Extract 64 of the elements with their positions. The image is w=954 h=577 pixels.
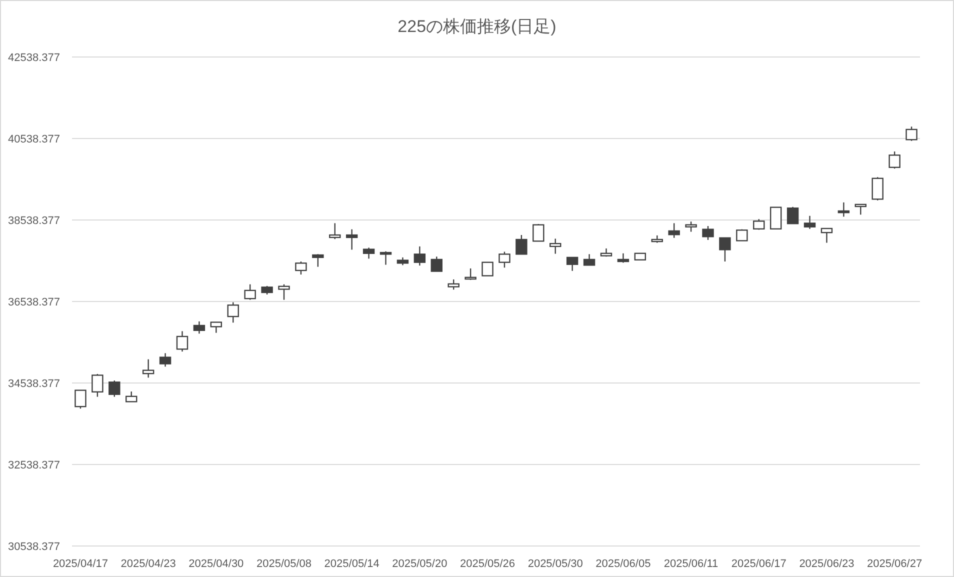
candlestick [448,278,460,290]
candlestick [329,222,341,240]
candlestick [770,206,782,230]
x-tick-label: 2025/05/30 [528,558,583,570]
candlestick [906,126,918,142]
candlestick [312,254,324,268]
x-tick-label: 2025/06/17 [731,558,786,570]
candlestick [820,228,833,244]
x-tick-label: 2025/05/20 [392,558,448,570]
candlestick [362,247,375,260]
y-tick-label: 30538.377 [8,540,60,553]
candlestick [346,228,358,250]
x-tick-label: 2025/04/30 [188,558,244,570]
x-tick-label: 2025/04/17 [52,558,108,570]
x-tick-label: 2025/05/14 [324,558,380,570]
x-tick-label: 2025/06/23 [799,558,854,570]
candlestick [872,176,884,201]
candlestick [108,380,120,398]
candlestick [295,260,307,276]
chart-title: 225の株価推移(日足) [398,17,556,36]
x-tick-label: 2025/04/23 [120,558,176,570]
candlestick [516,234,528,255]
y-tick-label: 40538.377 [8,133,60,146]
candlestick [786,206,799,224]
candlestick [566,256,578,272]
x-tick-label: 2025/06/11 [664,558,718,570]
y-tick-label: 38538.377 [8,214,60,227]
candlestick [159,352,172,368]
candlestick [92,373,104,398]
candlestick [430,256,442,272]
candlestick [838,202,850,218]
candlestick [278,284,290,300]
candlestick [380,250,392,266]
candlestick [193,320,206,334]
candlestick [854,204,866,216]
candlestick [74,390,86,410]
candlestick [126,390,138,402]
y-tick-label: 34538.377 [8,378,60,390]
candlestick [210,322,222,334]
candlestick [583,254,596,266]
y-tick-label: 42538.377 [8,52,60,64]
candlestick [464,268,476,280]
candlestick [888,150,900,170]
candlestick [532,223,544,242]
y-tick-label: 32538.377 [8,459,60,472]
candlestick [719,237,731,262]
candlestick [668,222,680,238]
x-tick-label: 2025/05/26 [460,558,516,570]
candlestick [142,358,154,378]
candlestick [685,220,697,232]
candlestick [702,225,714,240]
candlestick [227,302,239,324]
candlestick [414,246,426,266]
candlestick [550,238,562,254]
candlestick [482,262,494,276]
candlestick [176,330,188,352]
candlestick [804,215,816,230]
y-tick-label: 36538.377 [8,296,60,308]
x-tick-label: 2025/06/05 [596,558,651,570]
x-tick-label: 2025/05/08 [256,558,312,570]
candlestick [244,284,256,300]
x-tick-label: 2025/06/27 [867,558,922,570]
candlestick [498,251,510,268]
candlestick [617,252,630,264]
